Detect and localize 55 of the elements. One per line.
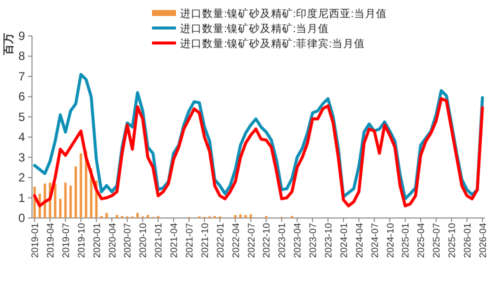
y-tick-label: 0 bbox=[18, 211, 26, 225]
x-tick-label: 2023-01 bbox=[277, 223, 288, 258]
x-tick-label: 2020-10 bbox=[138, 223, 150, 258]
x-tick-label: 2024-04 bbox=[354, 223, 366, 258]
x-tick-label: 2021-04 bbox=[169, 223, 180, 258]
x-tick-label: 2019-01 bbox=[30, 223, 42, 258]
y-tick-label: 1 bbox=[18, 190, 26, 205]
y-tick-label: 6 bbox=[18, 90, 26, 104]
x-tick-label: 2022-01 bbox=[215, 223, 226, 258]
x-tick-label: 2023-10 bbox=[323, 223, 334, 258]
x-tick-label: 2019-04 bbox=[46, 223, 57, 258]
bar bbox=[105, 212, 108, 218]
x-tick-label: 2025-01 bbox=[400, 223, 412, 258]
y-tick-label: 7 bbox=[18, 69, 26, 84]
bar bbox=[116, 214, 118, 218]
x-tick-label: 2020-01 bbox=[92, 223, 103, 258]
legend-label: 进口数量:镍矿砂及精矿:当月值 bbox=[180, 22, 329, 35]
y-tick-label: 5 bbox=[18, 110, 26, 124]
x-tick-label: 2023-07 bbox=[308, 223, 320, 258]
x-tick-label: 2019-10 bbox=[76, 223, 88, 258]
x-tick-label: 2020-04 bbox=[107, 223, 118, 258]
x-tick-label: 2019-07 bbox=[60, 223, 72, 258]
y-axis-title: 百万 bbox=[3, 33, 15, 56]
x-tick-label: 2024-07 bbox=[370, 223, 381, 258]
legend-label: 进口数量:镍矿砂及精矿:菲律宾:当月值 bbox=[180, 37, 365, 50]
y-tick-label: 9 bbox=[18, 29, 26, 43]
x-tick-label: 2024-10 bbox=[385, 223, 396, 258]
y-tick-label: 4 bbox=[18, 130, 26, 144]
x-tick-label: 2026-01 bbox=[462, 223, 474, 258]
x-tick-label: 2022-10 bbox=[262, 223, 273, 258]
x-tick-label: 2024-01 bbox=[338, 223, 350, 258]
bar bbox=[54, 184, 56, 218]
bar bbox=[59, 198, 62, 218]
x-tick-label: 2020-07 bbox=[122, 223, 134, 258]
x-tick-label: 2022-07 bbox=[246, 223, 258, 258]
x-tick-label: 2021-10 bbox=[200, 223, 211, 258]
bar bbox=[146, 214, 150, 218]
x-tick-label: 2026-04 bbox=[478, 223, 489, 258]
x-tick-label: 2025-10 bbox=[447, 223, 458, 258]
bar bbox=[74, 166, 77, 218]
y-tick-label: 3 bbox=[18, 150, 26, 164]
y-tick-label: 8 bbox=[18, 49, 26, 64]
bar bbox=[234, 214, 237, 218]
x-tick-label: 2022-04 bbox=[230, 223, 242, 258]
x-tick-label: 2021-07 bbox=[184, 223, 196, 258]
legend-label: 进口数量:镍矿砂及精矿:印度尼西亚:当月值 bbox=[180, 7, 387, 20]
y-tick-label: 2 bbox=[18, 170, 26, 185]
x-tick-label: 2023-04 bbox=[292, 223, 304, 258]
bar bbox=[250, 214, 252, 218]
x-tick-label: 2025-07 bbox=[432, 223, 443, 258]
bar bbox=[244, 214, 247, 218]
bar bbox=[69, 186, 72, 218]
x-tick-label: 2021-01 bbox=[154, 223, 165, 258]
x-tick-label: 2025-04 bbox=[416, 223, 428, 258]
bar bbox=[80, 153, 82, 218]
